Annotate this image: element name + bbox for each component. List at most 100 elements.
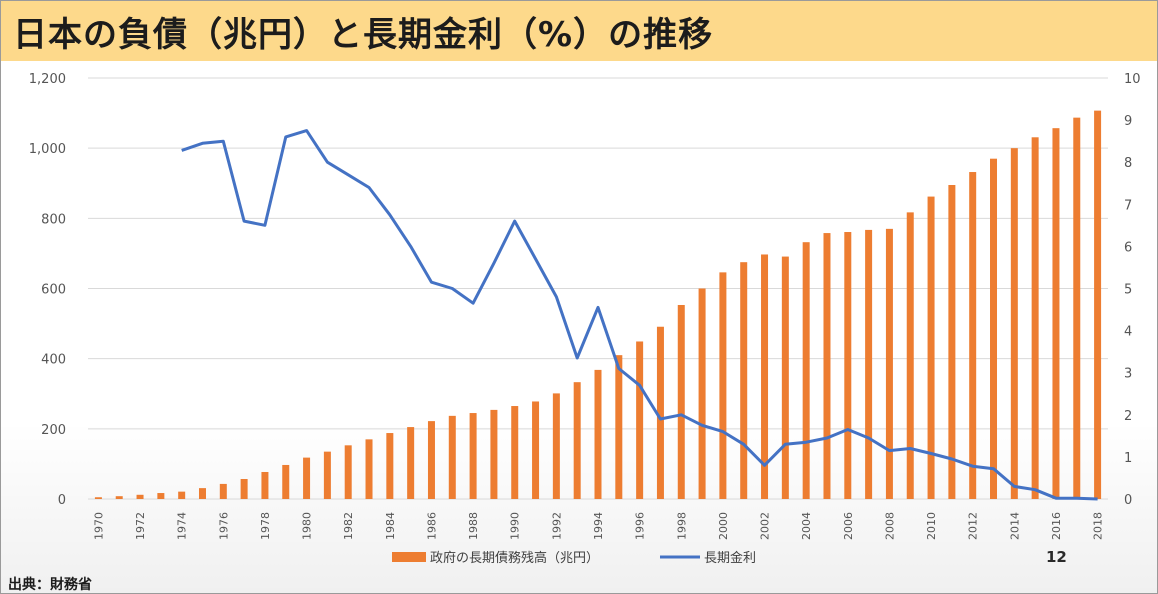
x-tick-label: 1982 [342,512,355,540]
debt-bar [1031,137,1039,499]
x-tick-label: 1974 [176,512,189,540]
x-axis: 1970 1972 1974 1976 1978 1980 1982 1984 1986 1988… [92,512,1104,540]
debt-bar [969,172,977,500]
y-right-tick-label: 3 [1124,367,1132,382]
x-tick-label: 2014 [1008,512,1021,540]
x-tick-label: 1994 [592,512,605,540]
debt-bar [178,491,186,499]
x-tick-label: 2002 [759,512,772,540]
debt-bar [532,401,540,499]
title-band: 日本の負債（兆円）と長期金利（%）の推移 [1,1,1157,61]
debt-bar [261,471,269,499]
y-right-tick-label: 0 [1124,493,1132,508]
y-right-tick-label: 4 [1124,325,1132,340]
y-right-tick-label: 6 [1124,240,1132,255]
x-tick-label: 1986 [425,512,438,540]
debt-bar [365,439,373,499]
debt-bar [761,254,769,499]
y-left-tick-label: 1,000 [29,142,66,157]
x-tick-label: 2018 [1092,512,1105,540]
debt-bar [594,369,602,499]
x-tick-label: 2008 [883,512,896,540]
x-tick-label: 2000 [717,512,730,540]
x-tick-label: 1998 [675,512,688,540]
y-axis-right: 0 1 2 3 4 5 6 7 8 9 10 [1124,72,1141,508]
debt-bar [656,326,664,499]
debt-bar [740,262,748,499]
x-tick-label: 1988 [467,512,480,540]
debt-bar [1010,148,1018,499]
y-right-tick-label: 2 [1124,409,1132,424]
x-tick-label: 1984 [384,512,397,540]
interest-rate-line [181,129,1098,501]
debt-bar [636,341,644,499]
y-left-tick-label: 800 [41,212,66,227]
debt-bar [490,409,498,499]
debt-bar [427,421,435,499]
y-right-tick-label: 9 [1124,114,1132,129]
debt-bar [344,445,352,499]
debt-bar [677,304,685,499]
debt-bar [219,483,227,499]
debt-bar [136,494,144,499]
y-left-tick-label: 1,200 [29,72,66,87]
y-axis-left: 0 200 400 600 800 1,000 1,200 [29,72,66,508]
debt-bar [386,433,394,499]
debt-bar [573,382,581,499]
x-tick-label: 1978 [259,512,272,540]
y-left-tick-label: 400 [41,353,66,368]
debt-bar [719,272,727,499]
x-tick-label: 2010 [925,512,938,540]
debt-bar [94,497,102,499]
y-right-tick-label: 10 [1124,72,1141,87]
y-right-tick-label: 7 [1124,198,1132,213]
y-right-tick-label: 5 [1124,283,1132,298]
legend-bar-label: 政府の長期債務残高（兆円） [430,550,599,566]
x-tick-label: 1976 [217,512,230,540]
debt-bar [927,196,935,499]
debt-bar [511,406,519,499]
bar-series [94,110,1102,500]
debt-bar [303,457,311,499]
debt-bar [990,158,998,500]
debt-bar [240,479,248,499]
legend-bar-swatch [392,552,426,562]
y-left-tick-label: 600 [41,283,66,298]
debt-bar [1094,110,1102,499]
debt-bar [115,496,123,499]
debt-bar [1073,117,1081,499]
debt-bar [781,256,789,499]
x-tick-label: 2006 [842,512,855,540]
debt-bar [865,229,873,499]
x-tick-label: 1980 [301,512,314,540]
source-note: 出典：財務省 [8,577,92,593]
debt-bar [407,427,415,499]
page-title: 日本の負債（兆円）と長期金利（%）の推移 [13,15,714,55]
y-right-tick-label: 1 [1124,451,1132,466]
debt-bar [198,488,206,499]
debt-bar [552,393,560,499]
debt-bar [615,355,623,499]
x-tick-label: 1996 [634,512,647,540]
x-tick-label: 1992 [550,512,563,540]
x-tick-label: 1970 [92,512,105,540]
debt-bar [323,451,331,499]
y-left-tick-label: 200 [41,423,66,438]
x-tick-label: 1990 [509,512,522,540]
debt-bar [885,228,893,499]
debt-bar [698,288,706,499]
debt-bar [1052,128,1060,499]
debt-bar [157,493,165,499]
x-tick-label: 2016 [1050,512,1063,540]
debt-bar [906,212,914,499]
debt-bar [282,464,290,499]
x-tick-label: 2004 [800,512,813,540]
legend-line-label: 長期金利 [704,550,756,566]
x-tick-label: 1972 [134,512,147,540]
x-tick-label: 2012 [967,512,980,540]
legend: 政府の長期債務残高（兆円） 長期金利 [392,550,756,566]
debt-bar [844,232,852,499]
debt-bar [448,415,456,499]
page-number: 12 [1046,548,1067,566]
